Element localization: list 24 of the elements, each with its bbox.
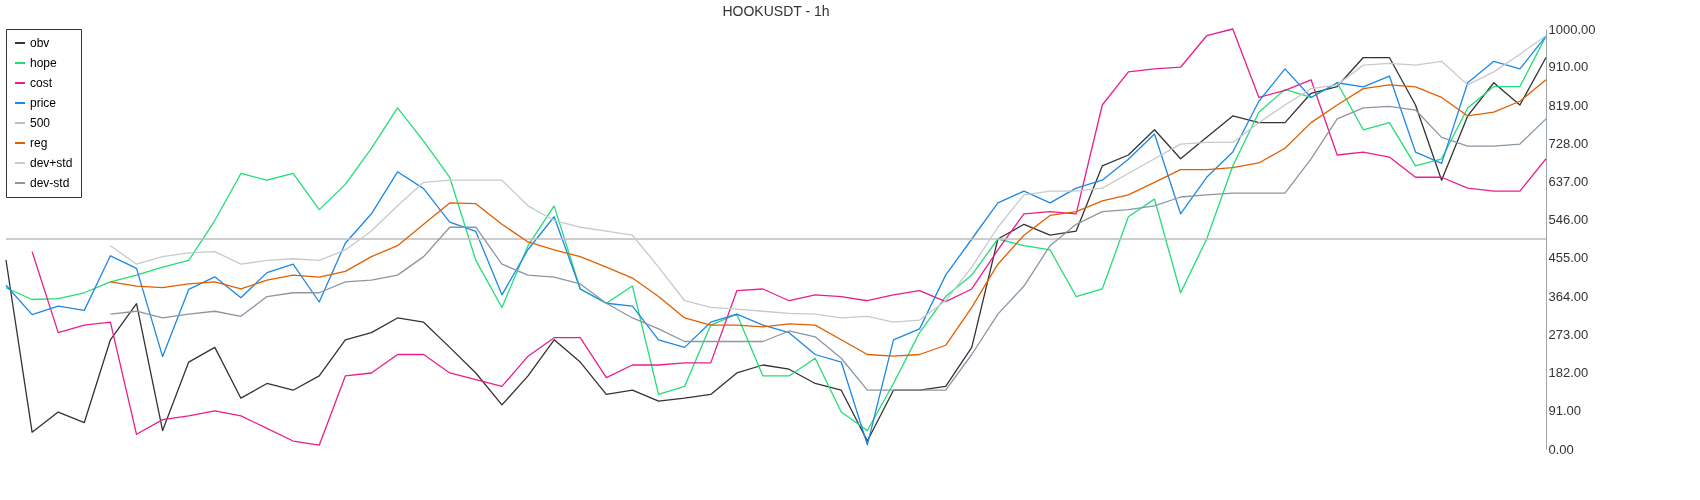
y-tick-label: 819.00: [1548, 97, 1589, 113]
legend-label: dev-std: [30, 176, 70, 190]
legend-label: obv: [30, 36, 50, 50]
y-tick-label: 1000.00: [1548, 21, 1596, 37]
legend-label: cost: [30, 76, 53, 90]
line-series: [109, 79, 1547, 357]
y-tick-label: 273.00: [1548, 326, 1589, 342]
y-tick-label: 364.00: [1548, 288, 1589, 304]
y-tick-label: 637.00: [1548, 173, 1589, 189]
line-series: [109, 35, 1547, 323]
y-tick-label: 0.00: [1548, 441, 1574, 457]
line-series: [109, 105, 1547, 391]
y-tick-label: 182.00: [1548, 365, 1589, 381]
y-tick-label: 546.00: [1548, 212, 1589, 228]
y-tick-label: 728.00: [1548, 135, 1589, 151]
y-tick-label: 455.00: [1548, 250, 1589, 266]
y-tick-label: 91.00: [1548, 403, 1582, 419]
y-tick-label: 910.00: [1548, 59, 1589, 75]
legend-label: reg: [30, 136, 48, 150]
chart-title: HOOKUSDT - 1h: [722, 3, 830, 19]
legend-label: 500: [30, 116, 51, 130]
legend-label: dev+std: [30, 156, 73, 170]
legend-label: hope: [30, 56, 58, 70]
legend-label: price: [30, 96, 57, 110]
